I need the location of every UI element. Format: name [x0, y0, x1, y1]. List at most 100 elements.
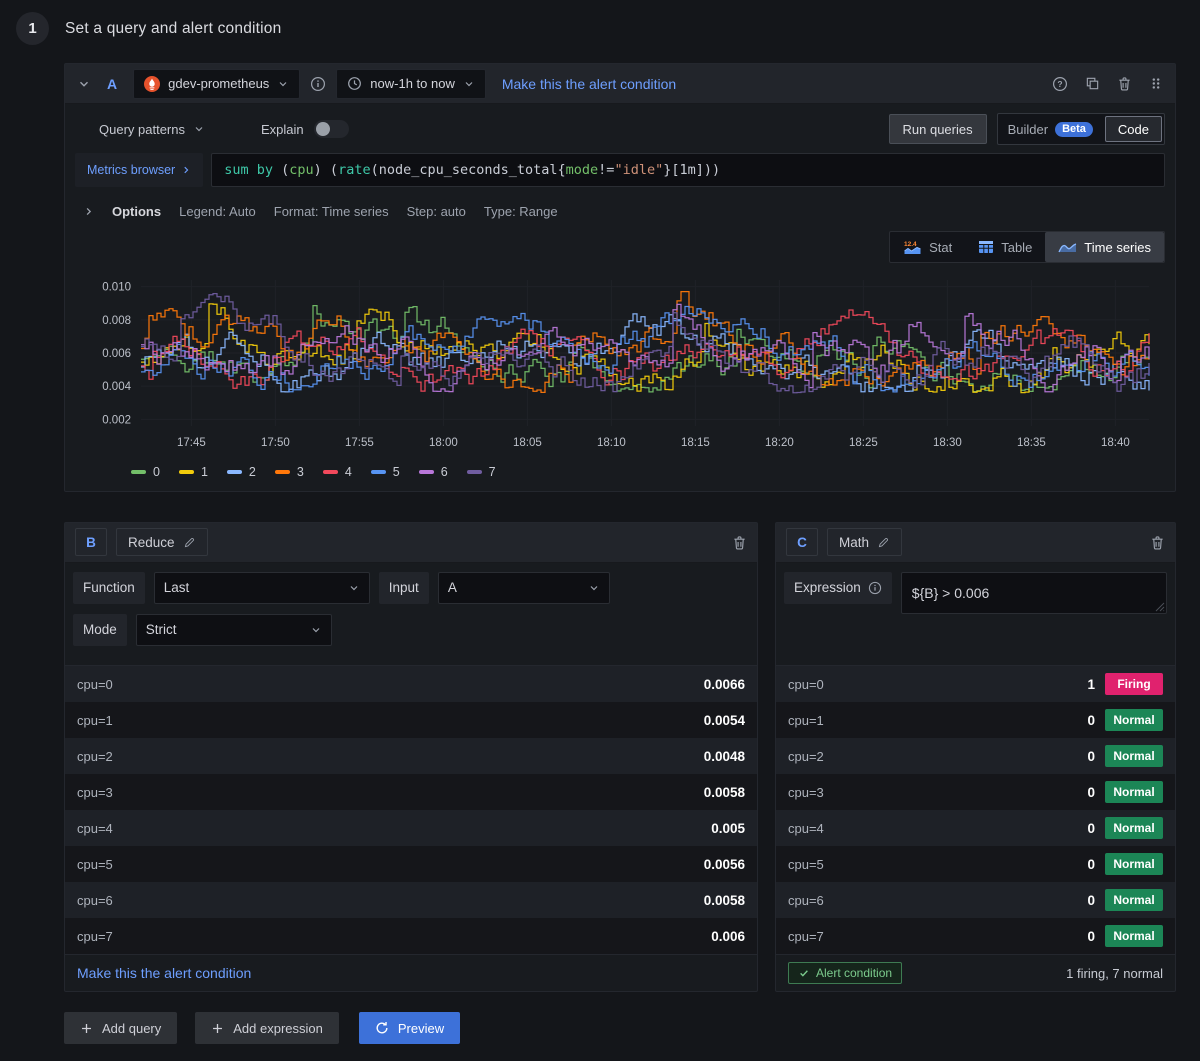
query-patterns-label: Query patterns: [99, 121, 185, 137]
expression-type-label: Reduce: [128, 534, 175, 550]
options-label[interactable]: Options: [112, 203, 162, 219]
math-panel-c: C Math Expression: [775, 522, 1176, 992]
svg-text:0.006: 0.006: [102, 348, 131, 360]
preview-button[interactable]: Preview: [358, 1012, 461, 1044]
svg-text:17:45: 17:45: [177, 437, 206, 449]
legend-item[interactable]: 7: [466, 465, 496, 479]
promql-code[interactable]: sum by (cpu) (rate (node_cpu_seconds_tota…: [211, 153, 1165, 187]
datasource-picker[interactable]: gdev-prometheus: [133, 68, 301, 99]
math-expression-input[interactable]: [900, 571, 1167, 614]
series-value: 0: [1087, 820, 1095, 836]
mode-value: Strict: [145, 622, 177, 638]
math-result-row: cpu=1 0 Normal: [776, 702, 1175, 739]
time-range-picker[interactable]: now-1h to now: [336, 68, 486, 99]
time-series-viz-icon: [1058, 241, 1077, 254]
legend-label: 6: [440, 465, 448, 479]
tab-table[interactable]: Table: [965, 232, 1045, 262]
legend-swatch: [322, 469, 338, 475]
run-queries-button[interactable]: Run queries: [888, 114, 987, 144]
viz-type-tabs: 12.4 Stat Table: [889, 231, 1165, 263]
math-type-button[interactable]: Math: [827, 528, 903, 557]
state-badge: Normal: [1105, 853, 1163, 876]
legend-label: 0: [153, 465, 160, 479]
legend-label: 3: [296, 465, 304, 479]
collapse-chevron-icon[interactable]: [77, 77, 91, 91]
expression-field-label: Expression: [784, 571, 892, 604]
info-icon[interactable]: [310, 76, 326, 92]
state-badge: Normal: [1105, 925, 1163, 948]
svg-text:0.010: 0.010: [102, 282, 131, 294]
stat-viz-icon: 12.4: [903, 240, 922, 255]
add-query-button[interactable]: Add query: [64, 1012, 178, 1044]
add-expression-button[interactable]: Add expression: [195, 1012, 339, 1044]
legend-item[interactable]: 0: [131, 465, 160, 479]
query-patterns-dropdown[interactable]: Query patterns: [99, 122, 205, 137]
function-select[interactable]: Last: [153, 571, 370, 604]
series-key: cpu=4: [77, 820, 113, 836]
code-mode-button[interactable]: Code: [1104, 116, 1162, 142]
chevron-down-icon: [463, 78, 475, 90]
series-value: 0.0058: [703, 784, 745, 800]
svg-text:18:15: 18:15: [681, 437, 710, 449]
tab-label: Time series: [1084, 239, 1151, 255]
mode-select[interactable]: Strict: [135, 613, 332, 646]
make-alert-condition-link[interactable]: Make this the alert condition: [501, 75, 677, 92]
make-alert-condition-link[interactable]: Make this the alert condition: [77, 965, 252, 982]
trash-icon[interactable]: [1150, 535, 1165, 550]
legend-label: 7: [488, 465, 496, 479]
add-expression-label: Add expression: [233, 1020, 323, 1036]
legend-item[interactable]: 4: [322, 465, 352, 479]
math-panel-header: C Math: [776, 523, 1175, 563]
legend-label: 4: [344, 465, 352, 479]
tab-stat[interactable]: 12.4 Stat: [890, 232, 965, 262]
builder-mode-button[interactable]: Builder Beta: [998, 121, 1103, 137]
legend-item[interactable]: 5: [370, 465, 400, 479]
explain-toggle[interactable]: [313, 120, 349, 138]
svg-text:0.008: 0.008: [102, 315, 131, 327]
copy-icon[interactable]: [1085, 76, 1100, 91]
math-result-row: cpu=7 0 Normal: [776, 918, 1175, 955]
check-icon: [798, 967, 810, 979]
legend-item[interactable]: 3: [274, 465, 304, 479]
reduce-type-button[interactable]: Reduce: [116, 528, 208, 557]
series-key: cpu=3: [788, 784, 824, 800]
tab-label: Table: [1001, 239, 1033, 255]
svg-text:18:35: 18:35: [1017, 437, 1046, 449]
metrics-browser-button[interactable]: Metrics browser: [75, 153, 204, 187]
explain-control: Explain: [261, 120, 349, 138]
expression-ref-letter: B: [75, 528, 107, 557]
reduce-panel-header: B Reduce: [65, 523, 757, 563]
mode-field-label: Mode: [73, 613, 127, 646]
pencil-icon: [877, 536, 890, 549]
chevron-right-icon[interactable]: [83, 206, 94, 217]
query-option: Format: Time series: [273, 203, 389, 219]
tab-time-series[interactable]: Time series: [1045, 232, 1164, 262]
pencil-icon: [183, 536, 196, 549]
legend-item[interactable]: 2: [226, 465, 256, 479]
drag-handle-icon[interactable]: [1149, 76, 1163, 91]
math-result-row: cpu=5 0 Normal: [776, 846, 1175, 883]
legend-item[interactable]: 6: [418, 465, 448, 479]
plus-icon: [211, 1022, 224, 1035]
series-value: 0: [1087, 712, 1095, 728]
input-select[interactable]: A: [437, 571, 610, 604]
function-value: Last: [163, 580, 190, 596]
alert-condition-badge[interactable]: Alert condition: [788, 962, 903, 985]
info-icon[interactable]: [868, 581, 882, 595]
math-result-row: cpu=0 1 Firing: [776, 666, 1175, 703]
resize-handle-icon[interactable]: [1155, 602, 1165, 612]
legend-swatch: [418, 469, 434, 475]
add-query-label: Add query: [102, 1020, 162, 1036]
help-icon[interactable]: ?: [1052, 76, 1068, 92]
series-key: cpu=3: [77, 784, 113, 800]
trash-icon[interactable]: [1117, 76, 1132, 91]
time-series-chart[interactable]: 0.010 0.008 0.006 0.004 0.002 17:45 17:50 17:55…: [77, 268, 1165, 458]
legend-swatch: [274, 469, 290, 475]
series-value: 1: [1087, 676, 1095, 692]
legend-item[interactable]: 1: [178, 465, 208, 479]
legend-label: 5: [392, 465, 400, 479]
series-key: cpu=0: [788, 676, 824, 692]
series-value: 0: [1087, 748, 1095, 764]
trash-icon[interactable]: [732, 535, 747, 550]
query-toolbar: Query patterns Explain Run queries: [75, 113, 1165, 145]
